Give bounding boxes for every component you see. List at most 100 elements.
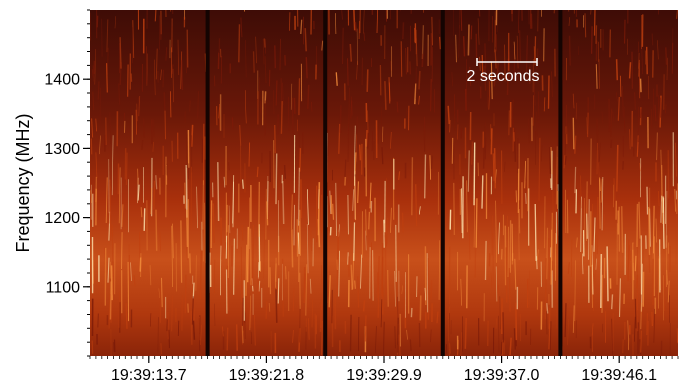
spectrum-streak bbox=[154, 59, 156, 96]
spectrum-streak bbox=[504, 44, 506, 82]
spectrum-streak bbox=[132, 27, 134, 64]
spectrum-streak bbox=[675, 142, 677, 177]
y-axis-title: Frequency (MHz) bbox=[13, 113, 33, 252]
spectrum-streak bbox=[299, 305, 301, 343]
spectrum-streak bbox=[191, 296, 194, 325]
spectrum-streak bbox=[655, 132, 658, 161]
spectrum-streak bbox=[109, 281, 112, 320]
spectrum-streak bbox=[137, 97, 139, 134]
spectrum-streak bbox=[328, 275, 331, 308]
spectrum-streak bbox=[264, 56, 267, 84]
spectrum-streak bbox=[400, 41, 403, 77]
x-tick-label: 19:39:13.7 bbox=[111, 367, 187, 384]
spectrum-streak bbox=[448, 315, 450, 341]
spectrum-streak bbox=[335, 13, 337, 35]
spectrum-streak bbox=[164, 110, 166, 140]
spectrum-streak bbox=[479, 10, 481, 17]
spectrum-streak bbox=[470, 25, 473, 40]
spectrum-streak bbox=[398, 171, 401, 180]
spectrum-streak bbox=[382, 223, 385, 250]
spectrum-streak bbox=[269, 267, 272, 295]
spectrum-streak bbox=[415, 184, 418, 227]
spectrum-streak bbox=[249, 295, 252, 331]
spectrum-streak bbox=[635, 297, 639, 332]
spectrum-streaks bbox=[90, 10, 678, 356]
spectrum-streak bbox=[594, 232, 596, 290]
spectrum-streak bbox=[490, 128, 493, 155]
spectrum-streak bbox=[189, 253, 192, 274]
spectrum-streak bbox=[291, 229, 294, 268]
spectrum-streak bbox=[458, 10, 460, 29]
spectrum-streak bbox=[528, 10, 530, 25]
spectrum-streak bbox=[350, 264, 353, 291]
spectrum-streak bbox=[199, 249, 203, 300]
spectrum-streak bbox=[190, 310, 193, 345]
spectrum-streak bbox=[467, 150, 470, 192]
spectrum-streak bbox=[598, 162, 600, 180]
spectrum-streak bbox=[366, 69, 369, 92]
spectrum-streak bbox=[138, 95, 141, 117]
spectrum-streak bbox=[299, 148, 302, 172]
spectrum-streak bbox=[639, 330, 643, 353]
spectrum-streak bbox=[536, 111, 538, 137]
spectrum-streak bbox=[332, 203, 335, 220]
spectrum-streak bbox=[254, 314, 256, 346]
spectrum-streak bbox=[109, 186, 111, 224]
spectrum-streak bbox=[276, 114, 279, 136]
spectrum-streak bbox=[300, 19, 303, 35]
spectrum-streak bbox=[528, 118, 530, 144]
spectrum-streak bbox=[564, 303, 567, 338]
spectrum-streak bbox=[365, 209, 367, 236]
spectrum-streak bbox=[330, 195, 333, 215]
spectrum-streak bbox=[154, 10, 157, 22]
spectrum-streak bbox=[610, 108, 613, 137]
spectrum-streak bbox=[595, 25, 598, 44]
spectrum-streak bbox=[600, 253, 603, 309]
spectrum-streak bbox=[646, 313, 648, 336]
spectrum-plot-area bbox=[90, 10, 678, 356]
spectrum-streak bbox=[241, 325, 243, 345]
spectrum-streak bbox=[524, 192, 527, 204]
spectrum-streak bbox=[238, 24, 241, 63]
spectrum-streak bbox=[499, 296, 501, 330]
spectrum-streak bbox=[344, 159, 347, 177]
spectrum-streak bbox=[550, 146, 553, 175]
spectrum-streak bbox=[362, 300, 366, 312]
spectrum-streak bbox=[263, 227, 265, 279]
spectrum-streak bbox=[212, 203, 215, 243]
spectrum-streak bbox=[252, 51, 255, 73]
spectrum-streak bbox=[94, 49, 96, 85]
spectrum-streak bbox=[363, 32, 366, 41]
x-tick-label: 19:39:37.0 bbox=[464, 367, 540, 384]
spectrum-streak bbox=[475, 198, 478, 248]
spectrum-streak bbox=[125, 303, 128, 329]
spectrum-streak bbox=[299, 272, 301, 309]
spectrum-streak bbox=[227, 225, 230, 279]
spectrum-streak bbox=[160, 343, 163, 355]
spectrum-streak bbox=[675, 203, 677, 265]
spectrum-streak bbox=[91, 118, 94, 138]
spectrum-streak bbox=[232, 181, 234, 224]
spectrum-streak bbox=[349, 314, 352, 352]
spectrum-streak bbox=[385, 10, 388, 22]
spectrum-streak bbox=[548, 147, 552, 174]
spectrum-streak bbox=[493, 75, 496, 87]
spectrum-streak bbox=[658, 190, 660, 207]
spectrum-streak bbox=[593, 273, 595, 311]
spectrum-streak bbox=[196, 186, 198, 229]
spectrum-streak bbox=[241, 225, 244, 241]
spectrum-streak bbox=[259, 77, 261, 113]
spectrum-streak bbox=[654, 104, 657, 122]
spectrum-streak bbox=[203, 202, 205, 262]
spectrum-streak bbox=[310, 10, 313, 35]
spectrum-streak bbox=[356, 28, 359, 65]
spectrum-streak bbox=[347, 124, 350, 162]
spectrum-streak bbox=[553, 10, 556, 14]
spectrum-streak bbox=[484, 240, 487, 281]
spectrum-streak bbox=[628, 62, 632, 79]
spectrum-streak bbox=[159, 231, 161, 252]
spectrum-streak bbox=[265, 301, 268, 319]
spectrum-streak bbox=[639, 162, 641, 172]
spectrum-streak bbox=[409, 339, 412, 352]
